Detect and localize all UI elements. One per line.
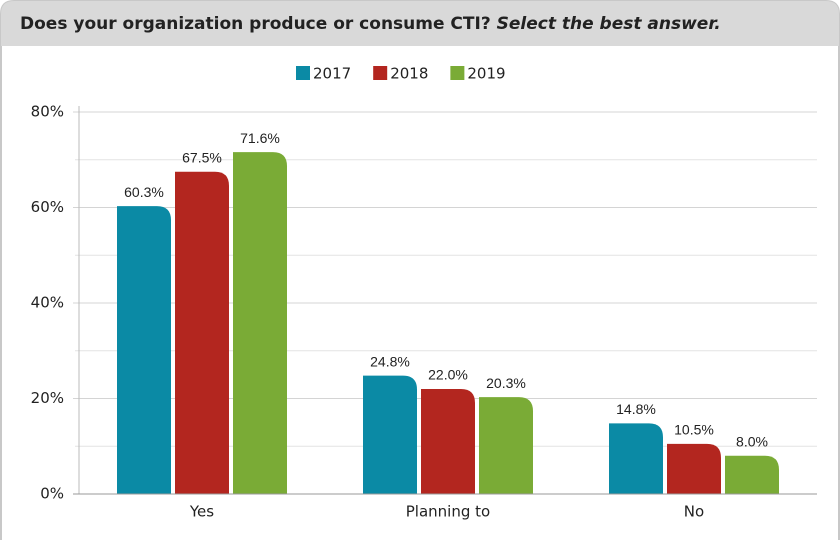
value-label: 14.8% (616, 401, 656, 417)
y-tick-label: 0% (40, 485, 64, 503)
x-tick-label: Yes (189, 503, 214, 521)
bar (725, 455, 779, 494)
bar (233, 152, 287, 495)
y-tick-label: 20% (31, 389, 64, 407)
bar (479, 397, 533, 494)
y-tick-label: 40% (31, 294, 64, 312)
value-label: 10.5% (674, 422, 714, 438)
legend-label: 2019 (467, 65, 505, 83)
value-label: 24.8% (370, 353, 410, 369)
chart-title: Does your organization produce or consum… (20, 14, 491, 34)
chart-title-group: Does your organization produce or consum… (20, 14, 721, 34)
value-label: 60.3% (124, 184, 164, 200)
legend-label: 2017 (313, 65, 351, 83)
bar (667, 443, 721, 494)
legend: 2017 2018 2019 (296, 65, 506, 83)
legend-swatch (450, 66, 465, 80)
value-label: 8.0% (736, 434, 768, 450)
bar (117, 206, 171, 494)
value-label: 20.3% (486, 375, 526, 391)
bar (175, 171, 229, 494)
value-label: 22.0% (428, 367, 468, 383)
bar (609, 423, 663, 494)
value-label: 71.6% (240, 130, 280, 146)
value-label: 67.5% (182, 149, 222, 165)
legend-swatch (373, 66, 388, 80)
chart-subtitle: Select the best answer. (497, 14, 721, 34)
y-tick-label: 80% (31, 103, 64, 121)
bar (421, 388, 475, 494)
legend-label: 2018 (390, 65, 428, 83)
header-bar (1, 1, 839, 46)
x-tick-label: Planning to (406, 503, 490, 521)
x-tick-label: No (684, 503, 704, 521)
legend-swatch (296, 66, 310, 80)
bar (363, 375, 417, 494)
y-tick-label: 60% (31, 198, 64, 216)
